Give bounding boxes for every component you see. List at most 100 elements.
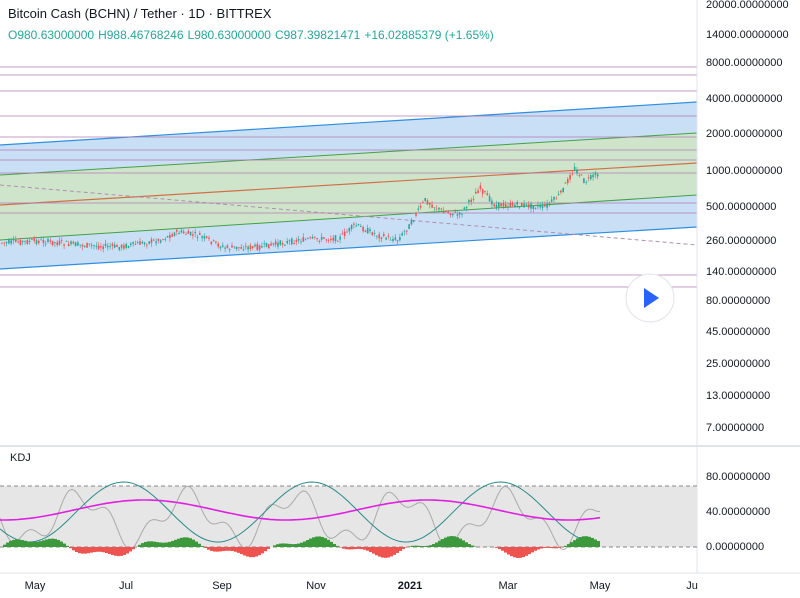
- kdj-hist: [240, 547, 243, 555]
- candle-body: [17, 241, 19, 243]
- candle-body: [51, 240, 54, 245]
- kdj-hist: [21, 540, 24, 547]
- kdj-hist: [63, 543, 66, 547]
- candle-body: [249, 245, 252, 250]
- candle-body: [21, 240, 24, 243]
- candle-body: [343, 231, 346, 236]
- kdj-hist: [585, 536, 588, 547]
- candle-body: [385, 237, 387, 240]
- price-label: 8000.00000000: [706, 57, 782, 69]
- candle-body: [224, 247, 226, 249]
- candle-body: [113, 244, 116, 248]
- kdj-hist: [453, 536, 456, 547]
- kdj-hist: [225, 547, 228, 551]
- candle-body: [389, 239, 392, 241]
- kdj-hist: [81, 547, 84, 554]
- candle-body: [500, 203, 502, 207]
- kdj-hist: [3, 544, 6, 547]
- kdj-hist: [108, 547, 111, 555]
- candle-body: [61, 240, 63, 242]
- candle-body: [537, 205, 539, 207]
- kdj-hist: [234, 547, 237, 552]
- candle-body: [463, 207, 466, 209]
- kdj-hist: [300, 542, 303, 547]
- candle-body: [435, 208, 438, 210]
- candle-body: [509, 202, 512, 207]
- candle-body: [104, 243, 107, 246]
- kdj-hist: [183, 537, 186, 547]
- candle-body: [387, 235, 390, 237]
- candle-body: [118, 247, 121, 250]
- candle-body: [127, 245, 130, 248]
- kdj-hist: [192, 539, 195, 547]
- candle-body: [132, 241, 134, 244]
- play-icon[interactable]: [644, 288, 659, 308]
- candle-body: [33, 238, 35, 241]
- kdj-hist: [321, 536, 324, 547]
- green-top: [0, 132, 698, 176]
- kdj-hist: [66, 545, 69, 547]
- candle-body: [10, 240, 12, 244]
- kdj-hist: [246, 547, 249, 557]
- candle-body: [130, 243, 132, 246]
- candle-body: [394, 237, 397, 240]
- candle-body: [392, 238, 394, 242]
- candle-body: [28, 240, 31, 243]
- kdj-hist: [525, 547, 528, 556]
- kdj-hist: [156, 542, 159, 547]
- kdj-hist: [189, 538, 192, 547]
- candle-body: [380, 237, 383, 239]
- kdj-hist: [15, 539, 18, 547]
- candle-body: [155, 241, 157, 244]
- candle-body: [511, 202, 514, 206]
- candle-body: [97, 245, 100, 249]
- kdj-hist: [177, 538, 180, 547]
- kdj-j: [0, 485, 601, 551]
- candle-body: [81, 244, 84, 247]
- candle-body: [196, 237, 199, 238]
- candle-body: [401, 233, 403, 236]
- candle-body: [173, 232, 176, 236]
- candle-body: [44, 243, 47, 245]
- kdj-hist: [228, 547, 231, 551]
- candle-body: [219, 246, 222, 249]
- kdj-hist: [414, 545, 417, 547]
- trend-dashed: [0, 184, 698, 246]
- kdj-hist: [78, 547, 81, 554]
- candle-body: [357, 224, 360, 226]
- kdj-hist: [30, 541, 33, 547]
- candle-body: [350, 224, 353, 229]
- kdj-hist: [450, 536, 453, 547]
- kdj-hist: [75, 547, 78, 552]
- candle-body: [481, 189, 484, 194]
- candle-body: [136, 242, 139, 244]
- candle-body: [263, 243, 265, 245]
- candle-body: [332, 237, 334, 241]
- candle-body: [580, 174, 583, 176]
- candle-body: [297, 238, 300, 241]
- kdj-hist: [420, 546, 423, 547]
- candle-body: [226, 245, 229, 248]
- candle-body: [323, 237, 325, 239]
- kdj-hist: [60, 541, 63, 547]
- kdj-hist: [267, 547, 270, 550]
- kdj-hist: [423, 546, 426, 547]
- kdj-d: [0, 499, 601, 521]
- kdj-hist: [114, 547, 117, 556]
- candle-body: [412, 220, 415, 222]
- candle-body: [502, 203, 505, 207]
- kdj-hist: [33, 542, 36, 547]
- price-label: 140.00000000: [706, 266, 776, 278]
- candle-body: [465, 206, 468, 209]
- play-button[interactable]: [625, 273, 675, 323]
- candle-body: [491, 200, 493, 205]
- candle-body: [107, 245, 109, 248]
- candle-body: [546, 203, 548, 208]
- kdj-hist: [543, 547, 546, 549]
- kdj-hist: [462, 540, 465, 547]
- indicator-name: KDJ: [10, 452, 31, 464]
- kdj-hist: [117, 547, 120, 557]
- kdj-hist: [501, 547, 504, 551]
- candle-body: [40, 239, 42, 241]
- candle-body: [472, 198, 475, 200]
